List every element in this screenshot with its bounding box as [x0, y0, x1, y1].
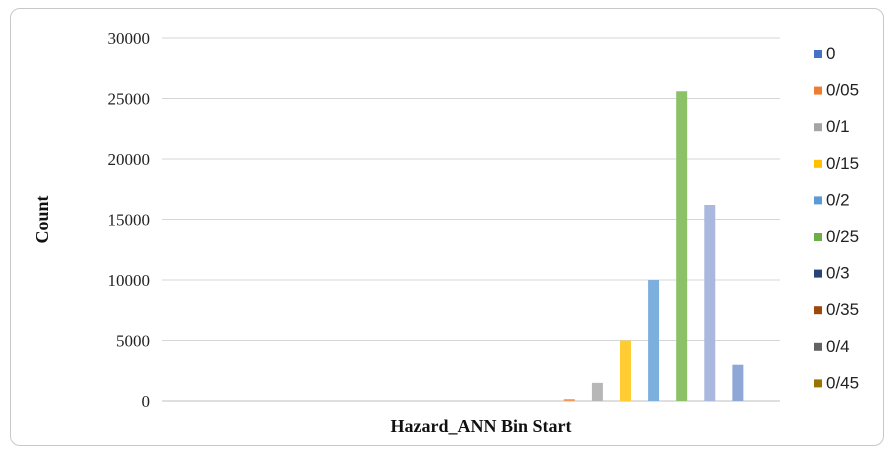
y-axis-title: Count [32, 195, 52, 243]
legend-label: 0/35 [826, 300, 859, 319]
bar-0-95 [732, 364, 744, 401]
y-tick-label: 0 [142, 392, 151, 411]
legend-swatch [814, 86, 822, 95]
legend-label: 0 [826, 44, 835, 63]
legend-label: 0/1 [826, 117, 850, 136]
legend-swatch [814, 233, 822, 241]
legend-label: 0/4 [826, 337, 850, 356]
legend-label: 0/3 [826, 264, 850, 283]
bar-0-9 [704, 204, 716, 401]
legend-swatch [814, 196, 822, 205]
y-tick-label: 20000 [108, 150, 151, 169]
bar-0-85 [676, 91, 688, 402]
legend-label: 0/25 [826, 227, 859, 246]
bar-0-8 [648, 280, 660, 401]
legend-swatch [814, 342, 822, 351]
x-axis-title: Hazard_ANN Bin Start [391, 416, 572, 436]
legend-label: 0/15 [826, 154, 859, 173]
legend-swatch [814, 269, 822, 278]
legend-label: 0/2 [826, 190, 850, 209]
bar-0-65 [563, 399, 575, 401]
legend-swatch [814, 50, 822, 58]
bar-0-75 [620, 340, 631, 401]
y-tick-label: 5000 [116, 332, 150, 351]
legend-label: 0/45 [826, 373, 859, 392]
legend-swatch [814, 306, 822, 315]
bar-0-7 [591, 382, 603, 401]
y-tick-label: 25000 [108, 90, 151, 109]
y-tick-label: 15000 [108, 211, 151, 230]
y-tick-label: 10000 [108, 271, 151, 290]
legend-swatch [814, 379, 822, 388]
legend-swatch [814, 123, 822, 132]
legend-swatch [814, 159, 822, 168]
legend-label: 0/05 [826, 81, 859, 100]
y-tick-label: 30000 [108, 29, 151, 48]
